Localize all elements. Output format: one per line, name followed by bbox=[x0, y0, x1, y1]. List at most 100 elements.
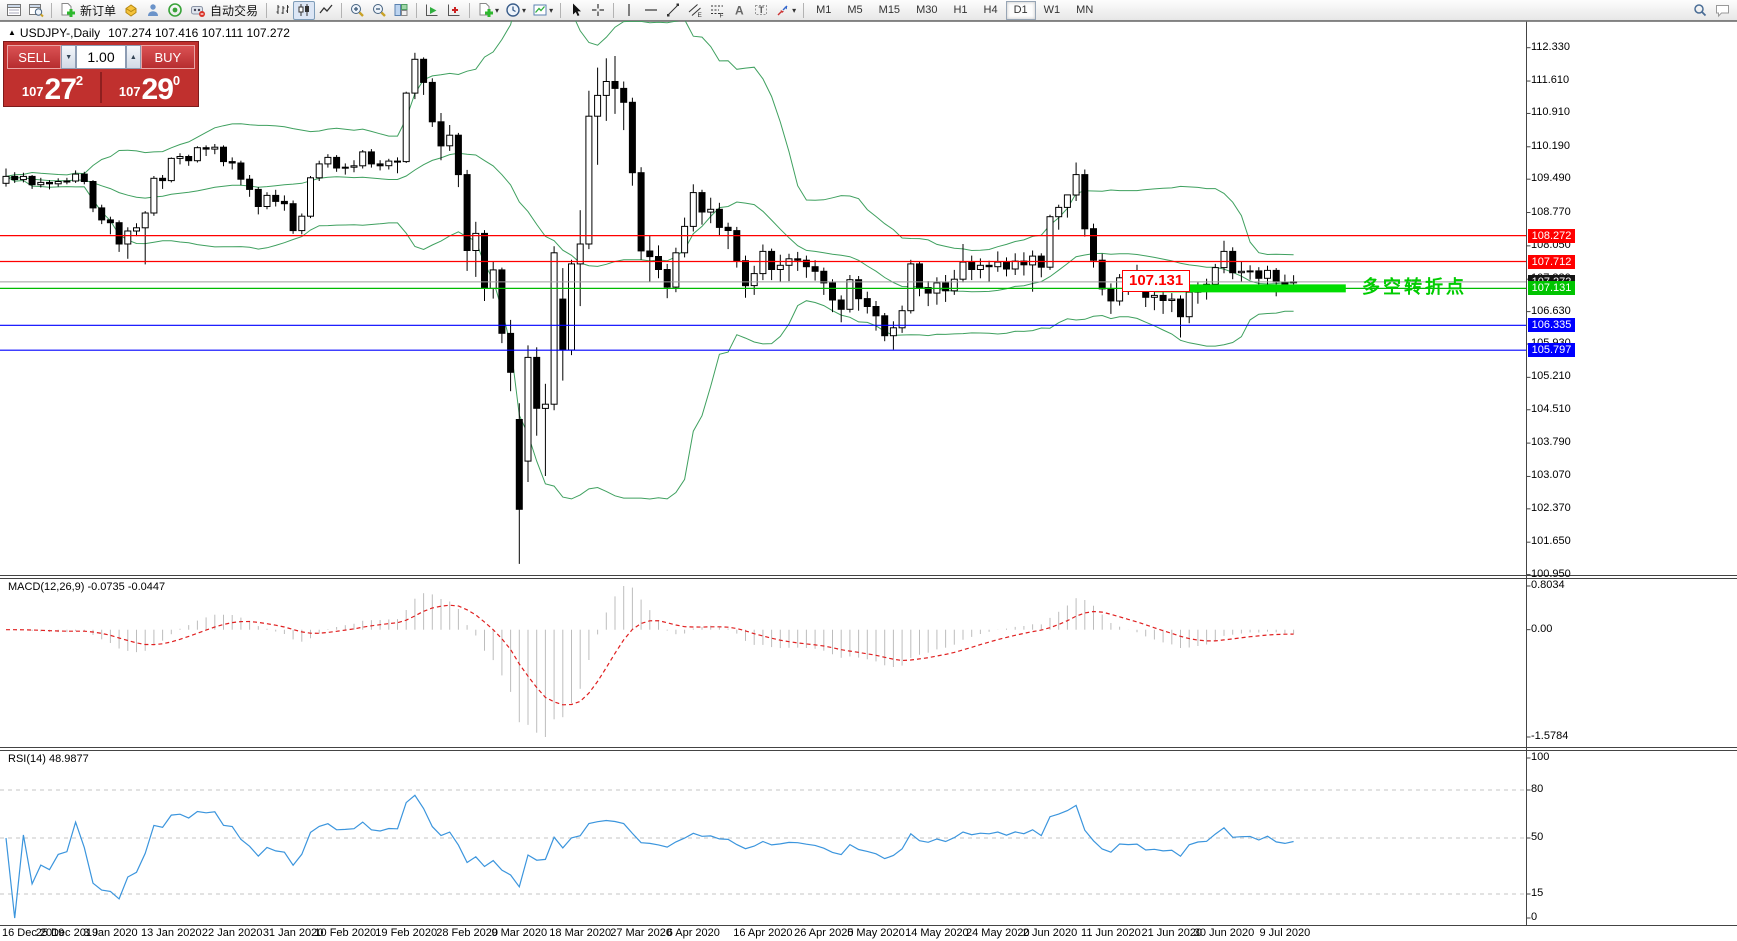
collapse-panel-icon[interactable]: ▲ bbox=[8, 28, 16, 37]
timeframe-button-m30[interactable]: M30 bbox=[916, 4, 938, 17]
symbol-period-label: USDJPY-,Daily bbox=[19, 26, 101, 40]
macd-pane[interactable] bbox=[0, 580, 1526, 747]
date-axis-label: 28 Feb 2020 bbox=[436, 927, 498, 939]
date-axis-label: 27 Mar 2020 bbox=[610, 927, 672, 939]
vertical-line-button[interactable] bbox=[618, 1, 640, 20]
timeframe-button-m5[interactable]: M5 bbox=[847, 4, 863, 17]
bar-chart-button[interactable] bbox=[271, 1, 293, 20]
search-button[interactable] bbox=[1689, 1, 1711, 20]
timeframe-button-d1[interactable]: D1 bbox=[1005, 0, 1036, 20]
date-axis-label: 13 Jan 2020 bbox=[141, 927, 202, 939]
turning-point-annotation[interactable]: 多空转折点 bbox=[1362, 277, 1467, 297]
zoom-in-icon bbox=[351, 4, 364, 17]
main-chart-pane[interactable] bbox=[0, 22, 1526, 575]
rsi-tick-label: 0 bbox=[1531, 911, 1538, 923]
timeframe-button-m1[interactable]: M1 bbox=[816, 4, 832, 17]
timeframe-button-w1[interactable]: W1 bbox=[1043, 4, 1061, 17]
date-axis-label: 21 Jun 2020 bbox=[1141, 927, 1203, 939]
price-divider bbox=[100, 72, 102, 103]
fibonacci-icon: F bbox=[711, 5, 724, 19]
volume-input[interactable] bbox=[76, 45, 126, 69]
line-chart-button[interactable] bbox=[315, 1, 337, 20]
metaeditor-button[interactable] bbox=[120, 1, 142, 20]
price-annotation-box[interactable]: 107.131 bbox=[1122, 270, 1191, 292]
template-chart-icon bbox=[533, 4, 547, 16]
periods-button[interactable]: ▾ bbox=[502, 1, 529, 20]
arrows-button[interactable]: ▾ bbox=[772, 1, 799, 20]
date-axis-label: 30 Jun 2020 bbox=[1193, 927, 1255, 939]
charts-list-icon bbox=[7, 4, 21, 16]
fibonacci-button[interactable]: F bbox=[706, 1, 728, 20]
community-button[interactable] bbox=[142, 1, 164, 20]
price-tick-label: 112.330 bbox=[1531, 40, 1570, 53]
sell-price-prefix: 107 bbox=[21, 84, 44, 99]
clock-icon bbox=[506, 3, 520, 17]
rsi-tick-label: 80 bbox=[1531, 783, 1544, 795]
signals-button[interactable] bbox=[164, 1, 186, 20]
tester-play-button[interactable] bbox=[421, 1, 443, 20]
text-label-button[interactable]: T bbox=[750, 1, 772, 20]
price-tick-label: 102.370 bbox=[1531, 501, 1571, 514]
volume-decrease-button[interactable]: ▼ bbox=[61, 45, 76, 69]
text-button[interactable]: A bbox=[728, 1, 750, 20]
timeframe-button-h4[interactable]: H4 bbox=[983, 4, 998, 17]
volume-increase-button[interactable]: ▲ bbox=[126, 45, 141, 69]
price-tick-label: 100.950 bbox=[1531, 567, 1571, 580]
timeframe-button-h1[interactable]: H1 bbox=[953, 4, 968, 17]
tester-step-button[interactable] bbox=[443, 1, 465, 20]
sell-button[interactable]: SELL bbox=[7, 45, 62, 69]
crosshair-button[interactable] bbox=[587, 1, 609, 20]
sell-price[interactable]: 107 27 2 bbox=[7, 72, 98, 106]
new-order-button[interactable] bbox=[56, 1, 79, 20]
toolbar-separator bbox=[560, 2, 562, 18]
chevron-down-icon: ▾ bbox=[495, 5, 500, 15]
date-axis-label: 16 Apr 2020 bbox=[733, 927, 793, 939]
horizontal-line-button[interactable] bbox=[640, 1, 662, 20]
buy-price[interactable]: 107 29 0 bbox=[104, 72, 195, 106]
tile-windows-button[interactable] bbox=[390, 1, 412, 20]
fibonacci-letter: F bbox=[720, 13, 724, 19]
timeframe-button-m15[interactable]: M15 bbox=[878, 4, 901, 17]
chart-title: ▲ USDJPY-,Daily 107.274 107.416 107.111 10… bbox=[8, 26, 290, 40]
metaeditor-icon bbox=[125, 4, 137, 17]
zoom-in-button[interactable] bbox=[346, 1, 368, 20]
tester-step-icon bbox=[448, 4, 460, 16]
autotrade-button[interactable] bbox=[186, 1, 209, 20]
autotrade-label[interactable]: 自动交易 bbox=[210, 3, 259, 18]
candlestick-chart-icon bbox=[298, 4, 310, 16]
new-order-label[interactable]: 新订单 bbox=[80, 3, 117, 18]
price-badge-106.335: 106.335 bbox=[1528, 318, 1575, 333]
toolbar-separator bbox=[803, 2, 805, 18]
crosshair-icon bbox=[592, 4, 605, 16]
candlestick-chart-button[interactable] bbox=[293, 0, 316, 20]
price-tick-label: 106.630 bbox=[1531, 304, 1571, 317]
new-chart-button[interactable]: ▾ bbox=[474, 1, 502, 20]
charts-list-button[interactable] bbox=[3, 1, 25, 20]
date-axis-label: 9 Jul 2020 bbox=[1259, 927, 1311, 939]
buy-button[interactable]: BUY bbox=[140, 45, 195, 69]
buy-price-pips: 29 bbox=[141, 73, 174, 106]
price-tick-label: 110.190 bbox=[1531, 139, 1570, 152]
templates-button[interactable]: ▾ bbox=[529, 1, 556, 20]
price-tick-label: 109.490 bbox=[1531, 172, 1571, 185]
toolbar: 新订单 自动交易 bbox=[0, 0, 1737, 21]
timeframe-button-mn[interactable]: MN bbox=[1076, 4, 1094, 17]
chat-button[interactable] bbox=[1711, 1, 1734, 20]
price-tick-label: 108.770 bbox=[1531, 205, 1571, 218]
zoom-out-button[interactable] bbox=[368, 1, 390, 20]
date-axis-label: 2 Jun 2020 bbox=[1022, 927, 1078, 939]
profiles-button[interactable] bbox=[25, 1, 47, 20]
sell-price-pips: 27 bbox=[44, 73, 77, 106]
rsi-pane[interactable] bbox=[0, 752, 1526, 925]
cursor-button[interactable] bbox=[565, 1, 587, 20]
rsi-tick-label: 100 bbox=[1531, 751, 1550, 763]
channel-button[interactable]: E bbox=[684, 1, 706, 20]
date-axis-label: 11 Jun 2020 bbox=[1081, 927, 1141, 939]
date-axis-label: 22 Jan 2020 bbox=[201, 927, 263, 939]
toolbar-separator bbox=[266, 2, 268, 18]
toolbar-separator bbox=[51, 2, 52, 18]
trendline-button[interactable] bbox=[662, 1, 684, 20]
rsi-indicator-label: RSI(14) 48.9877 bbox=[8, 753, 89, 765]
equidistant-channel-icon: E bbox=[688, 4, 703, 18]
